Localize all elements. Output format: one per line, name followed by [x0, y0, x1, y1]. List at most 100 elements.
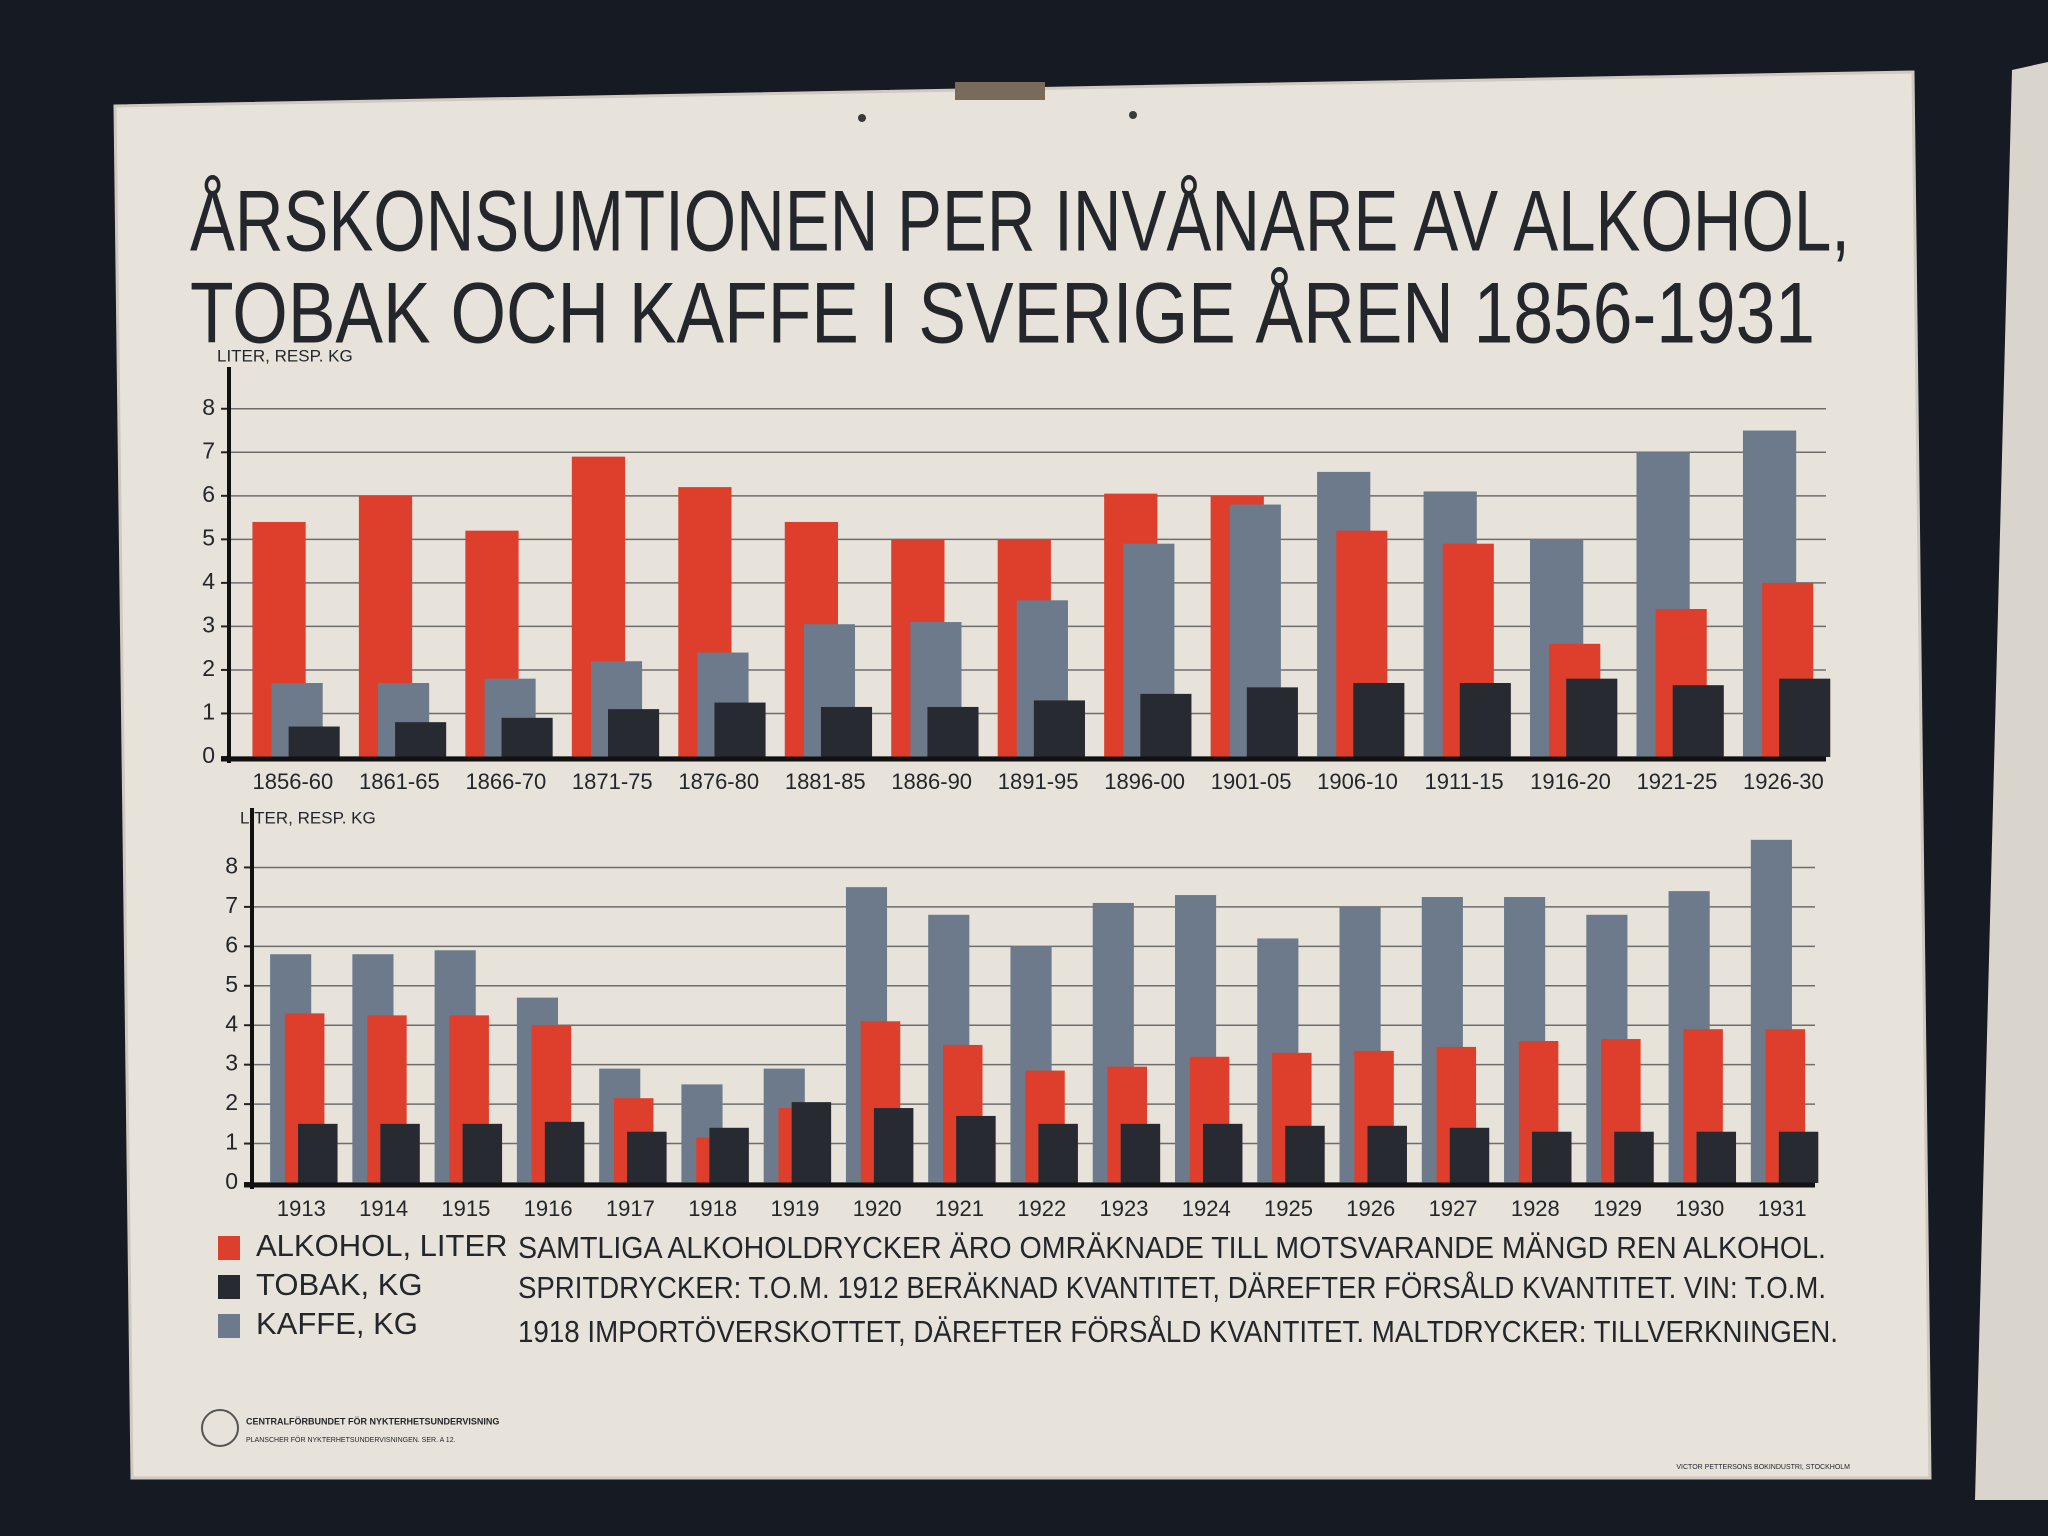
- x-tick-label: 1928: [1511, 1196, 1560, 1221]
- note-line: SPRITDRYCKER: T.O.M. 1912 BERÄKNAD KVANT…: [518, 1270, 1826, 1305]
- x-tick-label: 1916: [524, 1196, 573, 1221]
- bar: [1038, 1123, 1078, 1183]
- legend-label: TOBAK, KG: [256, 1267, 423, 1302]
- bar: [1140, 693, 1192, 757]
- legend-swatch: [218, 1275, 240, 1299]
- x-tick-label: 1906-10: [1317, 769, 1398, 794]
- y-tick-label: 3: [202, 611, 215, 637]
- bar: [1672, 685, 1724, 757]
- bar: [1778, 1131, 1819, 1183]
- x-tick-label: 1886-90: [891, 769, 972, 794]
- x-tick-label: 1856-60: [253, 769, 334, 794]
- bar: [1033, 700, 1085, 757]
- x-tick-label: 1930: [1675, 1196, 1724, 1221]
- y-tick-label: 1: [225, 1129, 238, 1155]
- y-axis-label: LITER, RESP. KG: [217, 346, 353, 365]
- x-tick-label: 1925: [1264, 1196, 1313, 1221]
- y-tick-label: 6: [225, 931, 238, 957]
- bar: [956, 1115, 996, 1183]
- bar: [627, 1131, 667, 1183]
- x-tick-label: 1911-15: [1424, 769, 1503, 794]
- bar: [709, 1127, 749, 1183]
- bar: [1202, 1123, 1243, 1183]
- x-tick-label: 1901-05: [1211, 769, 1292, 794]
- x-tick-label: 1924: [1182, 1196, 1231, 1221]
- y-tick-label: 6: [202, 481, 215, 507]
- y-tick-label: 5: [225, 971, 238, 997]
- x-tick-label: 1896-00: [1104, 769, 1185, 794]
- y-tick-label: 8: [225, 853, 238, 879]
- x-tick-label: 1914: [359, 1196, 408, 1221]
- y-tick-label: 4: [202, 568, 215, 594]
- bar: [1532, 1131, 1572, 1183]
- bar: [1614, 1131, 1654, 1183]
- x-tick-label: 1921: [935, 1196, 984, 1221]
- x-tick-label: 1927: [1429, 1196, 1478, 1221]
- bar: [1246, 687, 1298, 757]
- x-tick-label: 1931: [1758, 1196, 1807, 1221]
- x-tick-label: 1929: [1593, 1196, 1642, 1221]
- title-line: ÅRSKONSUMTIONEN PER INVÅNARE AV ALKOHOL,: [190, 174, 1850, 270]
- x-tick-label: 1881-85: [785, 769, 866, 794]
- bar: [1696, 1131, 1737, 1183]
- x-tick-label: 1871-75: [572, 769, 653, 794]
- bar: [1459, 683, 1511, 757]
- x-tick-label: 1917: [606, 1196, 655, 1221]
- title-line: TOBAK OCH KAFFE I SVERIGE ÅREN 1856-1931: [190, 266, 1815, 362]
- x-tick-label: 1913: [277, 1196, 326, 1221]
- hole: [1129, 111, 1137, 119]
- bar: [395, 722, 447, 757]
- y-tick-label: 2: [225, 1089, 238, 1115]
- bar: [927, 706, 979, 757]
- bar: [714, 702, 766, 757]
- y-tick-label: 4: [225, 1010, 238, 1036]
- bar: [873, 1108, 914, 1183]
- x-tick-label: 1926: [1346, 1196, 1395, 1221]
- bar: [462, 1123, 503, 1183]
- note-line: SAMTLIGA ALKOHOLDRYCKER ÄRO OMRÄKNADE TI…: [518, 1230, 1826, 1265]
- x-tick-label: 1926-30: [1743, 769, 1824, 794]
- bar: [1566, 678, 1618, 757]
- bar: [380, 1123, 420, 1183]
- legend-swatch: [218, 1314, 240, 1338]
- y-tick-label: 7: [202, 437, 215, 463]
- hole: [858, 114, 866, 122]
- x-tick-label: 1876-80: [678, 769, 759, 794]
- bar: [791, 1102, 832, 1183]
- bar: [1353, 683, 1405, 757]
- y-tick-label: 3: [225, 1050, 238, 1076]
- footer-printer: VICTOR PETTERSONS BOKINDUSTRI, STOCKHOLM: [1676, 1464, 1850, 1471]
- legend-label: ALKOHOL, LITER: [256, 1228, 508, 1263]
- x-tick-label: 1920: [853, 1196, 902, 1221]
- x-tick-label: 1922: [1017, 1196, 1066, 1221]
- x-tick-label: 1915: [441, 1196, 490, 1221]
- bar: [298, 1123, 338, 1183]
- logo: [201, 1409, 239, 1447]
- bar: [1779, 678, 1831, 757]
- x-tick-label: 1866-70: [465, 769, 546, 794]
- bar: [820, 706, 873, 757]
- x-tick-label: 1923: [1100, 1196, 1149, 1221]
- bar: [501, 717, 553, 757]
- legend: ALKOHOL, LITER TOBAK, KG KAFFE, KG: [218, 1228, 508, 1341]
- legend-label: KAFFE, KG: [256, 1306, 418, 1341]
- y-tick-label: 7: [225, 892, 238, 918]
- second-poster-edge: [1975, 62, 2048, 1500]
- bar: [1449, 1127, 1490, 1183]
- x-tick-label: 1916-20: [1530, 769, 1611, 794]
- bar: [1367, 1125, 1407, 1183]
- x-tick-label: 1921-25: [1637, 769, 1718, 794]
- y-tick-label: 0: [202, 742, 215, 768]
- y-tick-label: 5: [202, 524, 215, 550]
- bar: [1285, 1125, 1325, 1183]
- bar: [544, 1121, 585, 1183]
- y-tick-label: 1: [202, 699, 215, 725]
- footer-series: PLANSCHER FÖR NYKTERHETSUNDERVISNINGEN. …: [246, 1436, 456, 1444]
- note-line: 1918 IMPORTÖVERSKOTTET, DÄREFTER FÖRSÅLD…: [518, 1314, 1838, 1349]
- x-tick-label: 1918: [688, 1196, 737, 1221]
- bar: [608, 709, 660, 757]
- y-tick-label: 2: [202, 655, 215, 681]
- x-tick-label: 1919: [770, 1196, 819, 1221]
- y-tick-label: 8: [202, 394, 215, 420]
